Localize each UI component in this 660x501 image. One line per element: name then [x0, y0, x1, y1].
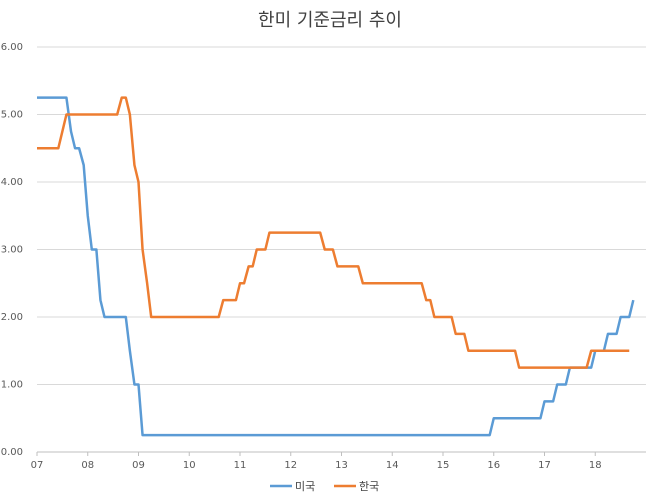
y-tick-label: 3.00 [1, 245, 23, 256]
x-tick-label: 15 [437, 460, 450, 471]
x-tick-label: 14 [386, 460, 399, 471]
series-line-1 [37, 96, 630, 369]
chart-title: 한미 기준금리 추이 [258, 10, 402, 31]
y-tick-label: 6.00 [1, 42, 23, 53]
x-tick-label: 07 [31, 460, 44, 471]
axes [36, 451, 646, 456]
legend: 미국 한국 [270, 480, 379, 493]
x-tick-label: 16 [487, 460, 500, 471]
legend-label-0: 미국 [295, 480, 315, 493]
x-tick-label: 11 [234, 460, 247, 471]
y-tick-label: 0.00 [1, 447, 23, 458]
x-tick-label: 10 [183, 460, 196, 471]
x-tick-label: 09 [132, 460, 145, 471]
y-tick-labels: 0.00 1.00 2.00 3.00 4.00 5.00 6.00 [1, 42, 23, 458]
x-tick-label: 08 [81, 460, 94, 471]
y-tick-label: 2.00 [1, 312, 23, 323]
x-tick-label: 17 [538, 460, 551, 471]
series-lines [37, 96, 635, 437]
x-tick-labels: 07 08 09 10 11 12 13 14 15 16 17 18 [31, 460, 602, 471]
y-tick-label: 4.00 [1, 177, 23, 188]
x-tick-label: 18 [589, 460, 602, 471]
x-tick-label: 13 [335, 460, 348, 471]
y-tick-label: 5.00 [1, 110, 23, 121]
x-tick-label: 12 [284, 460, 297, 471]
legend-label-1: 한국 [359, 480, 379, 493]
y-tick-label: 1.00 [1, 380, 23, 391]
